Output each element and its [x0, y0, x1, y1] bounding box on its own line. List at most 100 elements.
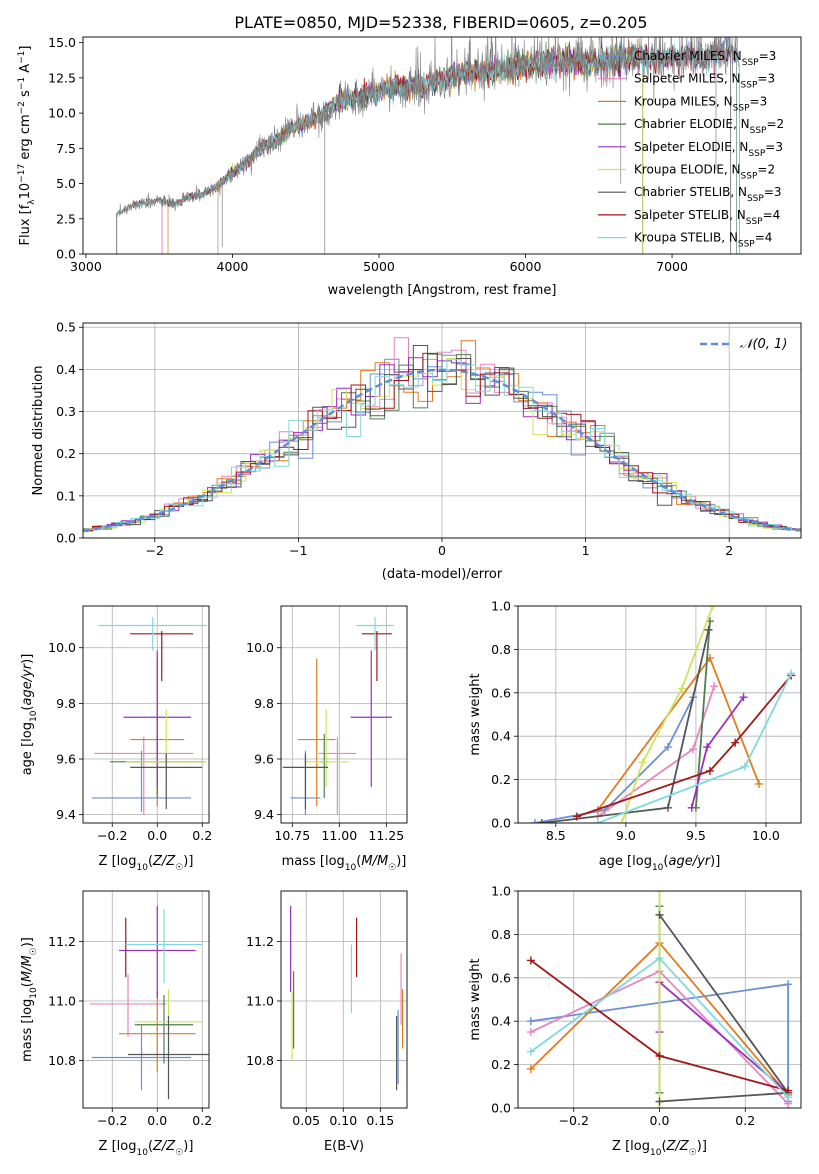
axes-frame: [82, 322, 802, 539]
error-bar-point: [318, 736, 357, 815]
figure-title: PLATE=0850, MJD=52338, FIBERID=0605, z=0…: [234, 13, 647, 32]
error-bar-point: [130, 631, 194, 682]
x-tick-label: 0.15: [366, 1113, 394, 1128]
axes-frame: [517, 890, 802, 1109]
legend-label: Kroupa STELIB, NSSP=4: [634, 231, 772, 250]
x-tick-label: −0.2: [559, 1113, 589, 1128]
error-bar-point: [125, 908, 203, 984]
weight-lines: [526, 891, 793, 1108]
axes-frame: [280, 605, 408, 824]
weight-series: [593, 654, 763, 814]
x-tick-label: 0.0: [147, 828, 167, 843]
error-bars: [290, 905, 404, 1091]
legend-label: Chabrier MILES, NSSP=3: [634, 49, 776, 68]
y-axis-label: age [log10(age/yr)]: [20, 654, 39, 776]
weight-point-marker: [754, 779, 763, 788]
error-bars: [282, 617, 394, 815]
weight-point-marker: [526, 956, 535, 965]
weight-point-marker: [663, 803, 672, 812]
y-tick-label: 0.0: [491, 816, 511, 831]
y-axis-label: mass [log10(M/M☉)]: [20, 937, 39, 1062]
normal-legend-label: 𝒩(0, 1): [740, 337, 787, 352]
weight-series: [572, 671, 796, 821]
weight-point-marker: [655, 1051, 664, 1060]
error-bar-point: [361, 631, 392, 682]
weight-line: [541, 629, 710, 823]
legend-label: Chabrier ELODIE, NSSP=2: [634, 117, 784, 136]
y-axis-label: Flux [fλ10−17 erg cm−2 s−1 A−1]: [17, 46, 37, 246]
weight-point-marker: [787, 669, 796, 678]
x-tick-label: 7000: [656, 259, 688, 274]
observed-spectrum-line: [116, 37, 740, 254]
error-bar-point: [320, 733, 329, 798]
error-bar-point: [350, 650, 392, 787]
weight-series: [537, 625, 713, 823]
spectrum-legend: Chabrier MILES, NSSP=3 Salpeter MILES, NS…: [598, 49, 784, 250]
x-tick-label: 10.0: [752, 828, 780, 843]
y-tick-label: 10.0: [246, 640, 274, 655]
mass-weight-vs-Z-panel: −0.2 0.0 0.2 0.0 0.2 0.4 0.6 0.8 1.0 Z [log10(Z/Z…: [468, 884, 802, 1158]
y-tick-label: 0.3: [56, 404, 76, 419]
weight-point-marker: [740, 762, 749, 771]
error-bar-point: [356, 617, 394, 651]
x-tick-label: −2: [146, 543, 164, 558]
x-tick-label: 11.25: [368, 828, 404, 843]
legend-label: Kroupa MILES, NSSP=3: [634, 94, 767, 113]
axes-frame: [82, 36, 802, 255]
y-tick-label: 1.0: [491, 599, 511, 614]
x-tick-label: 0.0: [147, 1113, 167, 1128]
error-bar-point: [92, 1024, 191, 1091]
age-vs-mass-panel: 10.75 11.00 11.25 9.4 9.6 9.8 10.0 mass [log10(…: [246, 605, 408, 873]
weight-point-marker: [687, 803, 696, 812]
x-axis-label: mass [log10(M/M☉)]: [282, 854, 407, 873]
error-bars: [92, 617, 207, 815]
residual-histogram: [83, 359, 801, 531]
error-bar-point: [282, 753, 329, 810]
x-tick-label: 6000: [510, 259, 542, 274]
x-tick-label: 0.10: [329, 1113, 357, 1128]
error-bar-point: [130, 753, 203, 810]
weight-point-marker: [537, 819, 546, 823]
x-tick-label: 0.2: [735, 1113, 755, 1128]
weight-point-marker: [655, 1097, 664, 1106]
legend-label: Kroupa ELODIE, NSSP=2: [634, 163, 775, 182]
residual-histogram: [83, 357, 801, 532]
weight-series: [593, 669, 796, 823]
y-tick-label: 9.8: [56, 696, 76, 711]
y-tick-label: 9.6: [56, 752, 76, 767]
y-tick-label: 0.1: [56, 488, 76, 503]
y-axis-label: mass weight: [468, 673, 483, 755]
x-tick-label: 9.0: [616, 828, 636, 843]
weight-line: [620, 606, 714, 823]
weight-point-marker: [708, 606, 717, 610]
y-axis-label: mass weight: [468, 958, 483, 1040]
y-tick-label: 10.0: [48, 106, 76, 121]
x-tick-label: −0.2: [97, 1113, 127, 1128]
x-tick-label: 0.2: [192, 1113, 212, 1128]
weight-series: [687, 693, 748, 812]
residual-histogram: [83, 345, 801, 531]
y-tick-label: 10.0: [48, 640, 76, 655]
x-tick-label: 5000: [363, 259, 395, 274]
x-tick-label: −0.2: [97, 828, 127, 843]
x-axis-label: wavelength [Angstrom, rest frame]: [328, 283, 557, 298]
weight-point-marker: [677, 684, 686, 693]
x-tick-label: −1: [289, 543, 307, 558]
weight-point-marker: [530, 819, 539, 823]
weight-point-marker: [689, 745, 698, 754]
y-tick-label: 0.4: [56, 362, 76, 377]
y-tick-label: 11.2: [246, 934, 274, 949]
spectrum-lines: [116, 37, 740, 254]
weight-point-marker: [739, 693, 748, 702]
legend-label: Salpeter ELODIE, NSSP=3: [634, 140, 783, 159]
weight-point-marker: [655, 954, 664, 963]
residuals-panel: −2 −1 0 1 2 0.0 0.1 0.2 0.3 0.4 0.5 𝒩(0, 1) (data-mo…: [31, 320, 802, 582]
x-axis-label: Z [log10(Z/Z☉)]: [612, 1139, 707, 1158]
weight-point-marker: [655, 891, 664, 895]
weight-point-marker: [703, 743, 712, 752]
y-tick-label: 0.2: [491, 772, 511, 787]
weight-point-marker: [710, 682, 719, 691]
error-bar-point: [119, 905, 196, 999]
residual-histogram: [83, 352, 801, 532]
